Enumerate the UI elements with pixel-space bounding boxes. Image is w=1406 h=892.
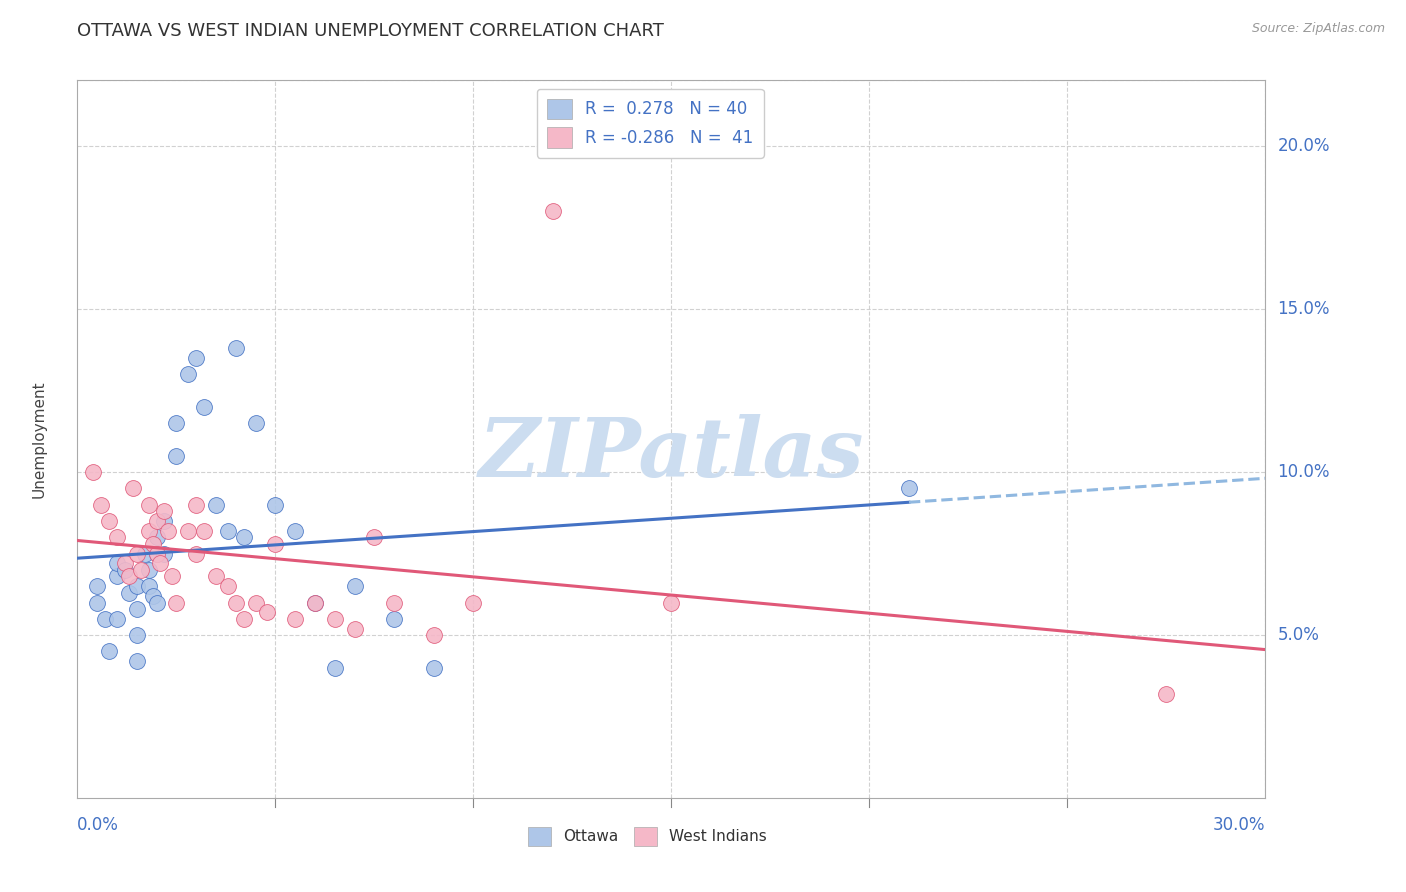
Point	[245, 595, 267, 609]
Point	[105, 557, 128, 571]
Point	[225, 341, 247, 355]
Point	[284, 524, 307, 538]
Text: 20.0%: 20.0%	[1277, 136, 1330, 154]
Point	[153, 547, 176, 561]
Point	[423, 661, 446, 675]
Point	[145, 547, 167, 561]
Point	[149, 557, 172, 571]
Text: OTTAWA VS WEST INDIAN UNEMPLOYMENT CORRELATION CHART: OTTAWA VS WEST INDIAN UNEMPLOYMENT CORRE…	[77, 22, 664, 40]
Point	[134, 547, 156, 561]
Point	[82, 465, 104, 479]
Legend: Ottawa, West Indians: Ottawa, West Indians	[522, 821, 773, 852]
Point	[153, 514, 176, 528]
Point	[125, 547, 148, 561]
Point	[145, 547, 167, 561]
Point	[177, 524, 200, 538]
Point	[898, 481, 921, 495]
Point	[217, 579, 239, 593]
Point	[94, 612, 117, 626]
Point	[114, 557, 136, 571]
Point	[138, 498, 160, 512]
Point	[90, 498, 112, 512]
Text: ZIPatlas: ZIPatlas	[478, 414, 865, 493]
Point	[186, 351, 208, 365]
Point	[165, 595, 187, 609]
Point	[284, 612, 307, 626]
Point	[162, 569, 184, 583]
Point	[165, 416, 187, 430]
Point	[256, 605, 278, 619]
Point	[382, 595, 405, 609]
Point	[138, 579, 160, 593]
Point	[121, 481, 143, 495]
Point	[541, 203, 564, 218]
Point	[86, 579, 108, 593]
Point	[157, 524, 180, 538]
Point	[186, 547, 208, 561]
Point	[165, 449, 187, 463]
Point	[86, 595, 108, 609]
Point	[125, 602, 148, 616]
Text: 10.0%: 10.0%	[1277, 463, 1330, 481]
Point	[105, 569, 128, 583]
Point	[304, 595, 326, 609]
Point	[145, 530, 167, 544]
Point	[217, 524, 239, 538]
Text: Source: ZipAtlas.com: Source: ZipAtlas.com	[1251, 22, 1385, 36]
Point	[98, 644, 121, 658]
Point	[264, 498, 287, 512]
Point	[145, 595, 167, 609]
Point	[304, 595, 326, 609]
Point	[98, 514, 121, 528]
Point	[463, 595, 485, 609]
Point	[661, 595, 683, 609]
Point	[323, 661, 346, 675]
Point	[245, 416, 267, 430]
Point	[142, 537, 165, 551]
Point	[145, 514, 167, 528]
Point	[125, 654, 148, 668]
Text: 15.0%: 15.0%	[1277, 300, 1330, 318]
Point	[105, 530, 128, 544]
Text: Unemployment: Unemployment	[32, 381, 46, 498]
Point	[225, 595, 247, 609]
Point	[343, 579, 366, 593]
Point	[125, 579, 148, 593]
Text: 5.0%: 5.0%	[1277, 626, 1319, 644]
Text: 0.0%: 0.0%	[77, 816, 120, 834]
Point	[138, 563, 160, 577]
Text: 30.0%: 30.0%	[1213, 816, 1265, 834]
Point	[142, 589, 165, 603]
Point	[205, 498, 228, 512]
Point	[363, 530, 385, 544]
Point	[423, 628, 446, 642]
Point	[205, 569, 228, 583]
Point	[105, 612, 128, 626]
Point	[177, 367, 200, 381]
Point	[153, 504, 176, 518]
Point	[1156, 687, 1178, 701]
Point	[125, 628, 148, 642]
Point	[186, 498, 208, 512]
Point	[382, 612, 405, 626]
Point	[193, 524, 215, 538]
Point	[343, 622, 366, 636]
Point	[118, 569, 141, 583]
Point	[114, 563, 136, 577]
Point	[118, 585, 141, 599]
Point	[232, 612, 254, 626]
Point	[138, 524, 160, 538]
Point	[232, 530, 254, 544]
Point	[323, 612, 346, 626]
Point	[193, 400, 215, 414]
Point	[129, 563, 152, 577]
Point	[264, 537, 287, 551]
